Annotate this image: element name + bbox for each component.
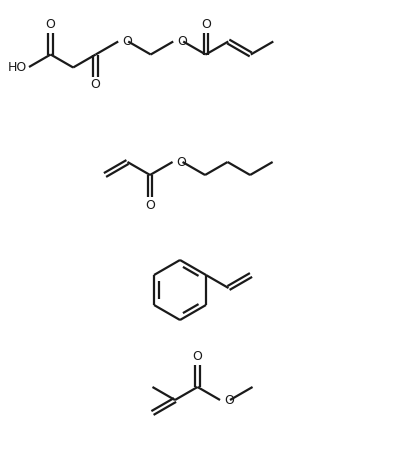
Text: O: O <box>177 155 187 169</box>
Text: HO: HO <box>7 60 27 73</box>
Text: O: O <box>122 35 132 48</box>
Text: O: O <box>145 199 155 212</box>
Text: O: O <box>201 18 211 31</box>
Text: O: O <box>91 78 101 91</box>
Text: O: O <box>46 18 56 31</box>
Text: O: O <box>193 350 202 364</box>
Text: O: O <box>177 35 187 48</box>
Text: O: O <box>224 394 234 407</box>
